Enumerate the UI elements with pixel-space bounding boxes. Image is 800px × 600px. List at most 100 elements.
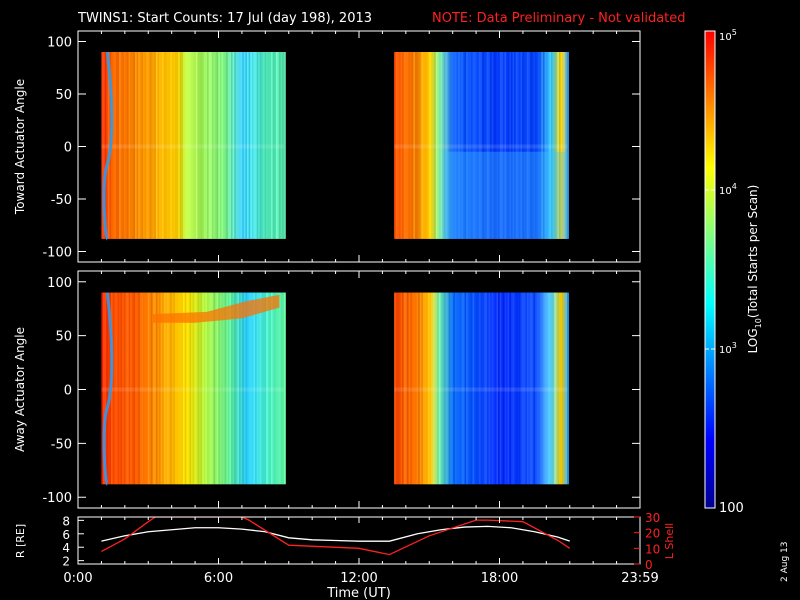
heatmap-column xyxy=(534,52,537,239)
heatmap-column xyxy=(215,292,218,485)
heatmap-column xyxy=(165,52,168,239)
heatmap-column xyxy=(274,292,277,485)
heatmap-column xyxy=(406,292,409,485)
heatmap-column xyxy=(475,52,478,239)
heatmap-column xyxy=(491,292,494,485)
heatmap-column xyxy=(191,52,194,239)
heatmap-column xyxy=(138,52,141,239)
heatmap-column xyxy=(192,52,195,239)
heatmap-column xyxy=(248,292,251,485)
heatmap-column xyxy=(483,292,486,485)
heatmap-column xyxy=(131,292,134,485)
heatmap-column xyxy=(490,52,493,239)
heatmap-column xyxy=(263,292,266,485)
heatmap-column xyxy=(103,292,106,485)
colorbar-tick-label: 104 xyxy=(719,182,737,197)
heatmap-column xyxy=(421,52,424,239)
heatmap-column xyxy=(502,292,505,485)
heatmap-column xyxy=(522,52,525,239)
x-tick-label: 6:00 xyxy=(204,571,233,586)
x-tick-label: 18:00 xyxy=(481,571,518,586)
heatmap-column xyxy=(128,292,131,485)
heatmap-column xyxy=(187,52,190,239)
heatmap-column xyxy=(494,52,497,239)
heatmap-column xyxy=(403,292,406,485)
heatmap-column xyxy=(499,52,502,239)
heatmap-column xyxy=(146,292,149,485)
heatmap-column xyxy=(234,52,237,239)
zero-angle-band xyxy=(101,387,285,392)
heatmap-column xyxy=(232,52,235,239)
heatmap-column xyxy=(418,52,421,239)
heatmap-column xyxy=(221,52,224,239)
heatmap-column xyxy=(167,52,170,239)
heatmap-column xyxy=(243,292,246,485)
y-tick-label: 8 xyxy=(62,514,70,528)
heatmap-column xyxy=(467,52,470,239)
heatmap-column xyxy=(517,52,520,239)
heatmap-column xyxy=(442,52,445,239)
heatmap-column xyxy=(184,292,187,485)
heatmap-column xyxy=(135,52,138,239)
heatmap-column xyxy=(416,292,419,485)
heatmap-column xyxy=(186,292,189,485)
boundary-stripe xyxy=(102,292,114,486)
heatmap-column xyxy=(179,292,182,485)
heatmap-column xyxy=(131,52,134,239)
heatmap-column xyxy=(434,292,437,485)
heatmap-column xyxy=(247,52,250,239)
heatmap-column xyxy=(245,52,248,239)
heatmap-column xyxy=(517,292,520,485)
heatmap-column xyxy=(229,52,232,239)
heatmap-column xyxy=(155,52,158,239)
heatmap-column xyxy=(152,52,155,239)
heatmap-column xyxy=(461,292,464,485)
heatmap-column xyxy=(283,52,286,239)
heatmap-column xyxy=(199,292,202,485)
heatmap-column xyxy=(133,292,136,485)
heatmap-column xyxy=(213,292,216,485)
heatmap-column xyxy=(136,52,139,239)
heatmap-column xyxy=(469,292,472,485)
heatmap-column xyxy=(426,52,429,239)
heatmap-column xyxy=(208,292,211,485)
panel-frame xyxy=(77,516,641,565)
heatmap-column xyxy=(405,52,408,239)
heatmap-column xyxy=(203,292,206,485)
heatmap-column xyxy=(526,292,529,485)
colorbar-label: LOG10(Total Starts per Scan) xyxy=(746,185,763,354)
heatmap-column xyxy=(147,292,150,485)
heatmap-column xyxy=(199,52,202,239)
heatmap-column xyxy=(448,52,451,239)
heatmap-column xyxy=(547,292,550,485)
y-tick-label: 100 xyxy=(47,36,72,51)
heatmap-column xyxy=(499,292,502,485)
heatmap-column xyxy=(477,292,480,485)
heatmap-column xyxy=(398,52,401,239)
heatmap-column xyxy=(560,52,563,239)
heatmap-column xyxy=(474,292,477,485)
y-tick-label: -50 xyxy=(51,437,72,452)
heatmap-segment xyxy=(394,292,569,485)
heatmap-column xyxy=(280,52,283,239)
heatmap-column xyxy=(211,52,214,239)
heatmap-column xyxy=(269,292,272,485)
heatmap-column xyxy=(130,52,133,239)
heatmap-column xyxy=(259,292,262,485)
heatmap-column xyxy=(394,52,397,239)
x-tick-label: 23:59 xyxy=(621,571,658,586)
heatmap-column xyxy=(271,52,274,239)
heatmap-column xyxy=(413,292,416,485)
x-tick-label: 12:00 xyxy=(340,571,377,586)
heatmap-column xyxy=(418,292,421,485)
heatmap-column xyxy=(464,292,467,485)
heatmap-column xyxy=(144,292,147,485)
heatmap-column xyxy=(178,52,181,239)
heatmap-column xyxy=(451,52,454,239)
heatmap-column xyxy=(130,292,133,485)
heatmap-column xyxy=(421,292,424,485)
heatmap-column xyxy=(194,52,197,239)
heatmap-column xyxy=(239,292,242,485)
heatmap-column xyxy=(434,52,437,239)
